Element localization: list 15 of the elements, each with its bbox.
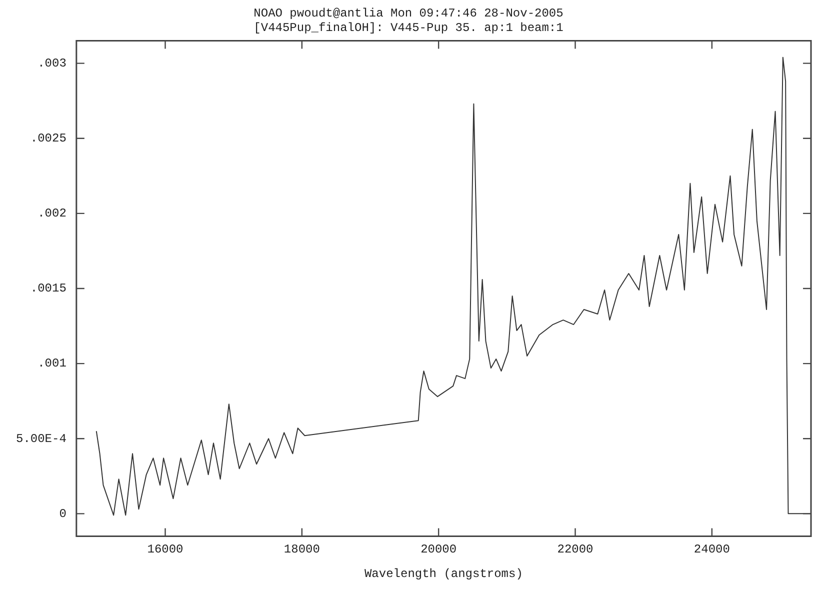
x-tick-label: 16000 [147,542,184,557]
y-tick-label: 0 [59,506,66,521]
x-tick-label: 18000 [284,542,320,557]
y-tick-label: .0015 [30,282,66,296]
x-tick-label: 22000 [557,542,594,557]
y-tick-label: .001 [38,356,66,371]
x-axis-title: Wavelength (angstroms) [364,566,523,581]
chart-subtitle: [V445Pup_finalOH]: V445-Pup 35. ap:1 beam:1 [254,20,564,35]
x-tick-label: 20000 [420,542,457,557]
y-tick-label: 5.00E-4 [16,432,66,446]
y-tick-label: .003 [38,56,66,70]
x-tick-label: 24000 [694,542,730,557]
chart-title: NOAO pwoudt@antlia Mon 09:47:46 28-Nov-2005 [254,6,564,20]
y-tick-label: .002 [38,206,66,221]
y-tick-label: .0025 [30,132,66,146]
